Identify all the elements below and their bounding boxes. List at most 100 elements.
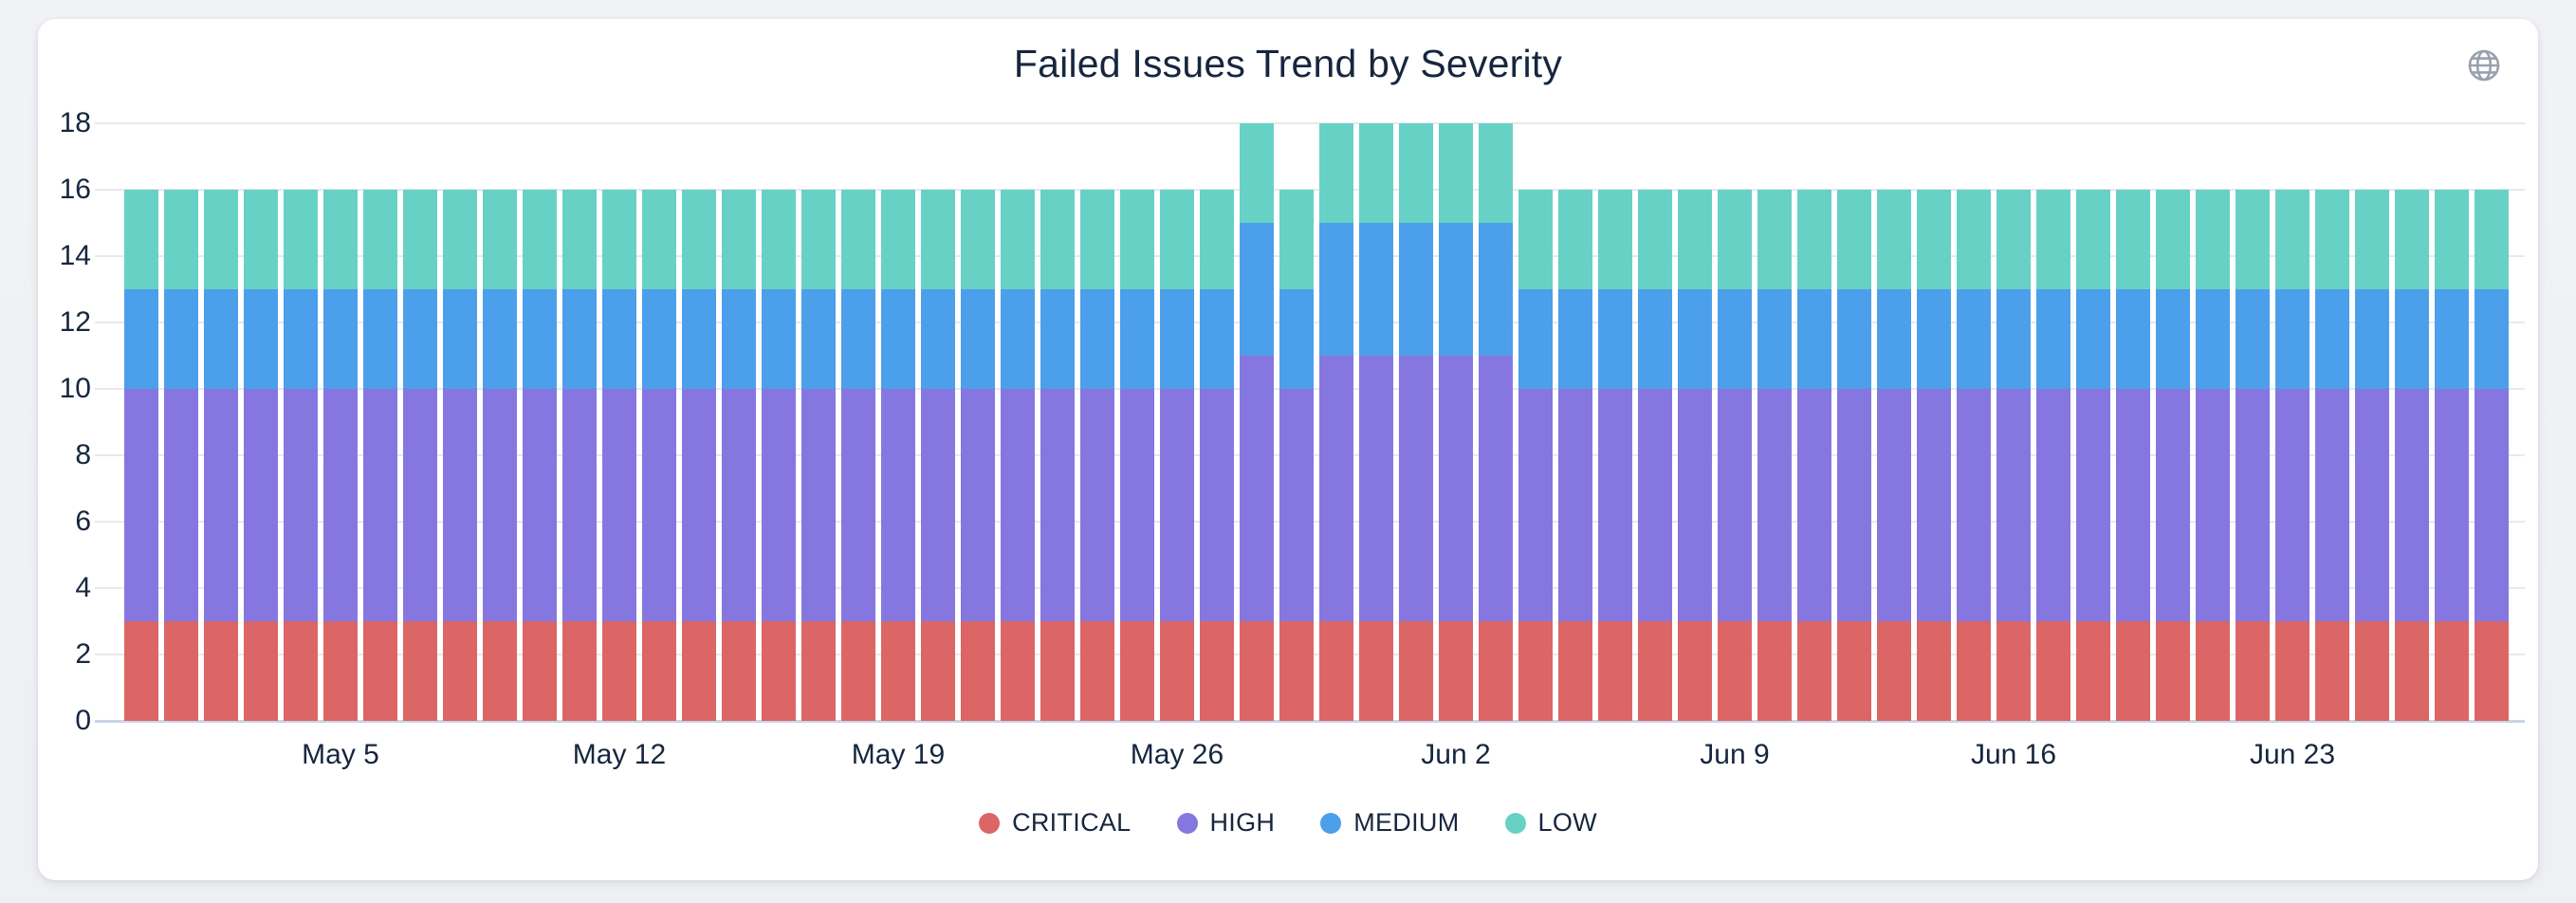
bar-segment-high[interactable]	[203, 389, 239, 621]
bar-segment-low[interactable]	[362, 190, 398, 289]
bar-segment-critical[interactable]	[1557, 621, 1593, 721]
bar-segment-critical[interactable]	[1239, 621, 1275, 721]
bar-segment-high[interactable]	[1717, 389, 1753, 621]
bar-segment-critical[interactable]	[2035, 621, 2071, 721]
bar-segment-high[interactable]	[402, 389, 438, 621]
bar-segment-low[interactable]	[1518, 190, 1554, 289]
bar-segment-medium[interactable]	[1996, 289, 2032, 389]
bar[interactable]	[1119, 190, 1155, 721]
bar-segment-medium[interactable]	[840, 289, 876, 389]
bar-segment-low[interactable]	[1079, 190, 1115, 289]
bar[interactable]	[1000, 190, 1036, 721]
bar-segment-high[interactable]	[2394, 389, 2430, 621]
bar-segment-high[interactable]	[322, 389, 359, 621]
bar-segment-low[interactable]	[1557, 190, 1593, 289]
bar-segment-medium[interactable]	[1836, 289, 1872, 389]
bar-segment-high[interactable]	[283, 389, 319, 621]
bar-segment-critical[interactable]	[1398, 621, 1434, 721]
bar-segment-critical[interactable]	[1199, 621, 1235, 721]
bar-segment-low[interactable]	[1398, 123, 1434, 223]
bar[interactable]	[322, 190, 359, 721]
bar-segment-high[interactable]	[960, 389, 996, 621]
bar-segment-low[interactable]	[1478, 123, 1514, 223]
bar-segment-medium[interactable]	[1557, 289, 1593, 389]
bar[interactable]	[1796, 190, 1832, 721]
bar-segment-critical[interactable]	[2314, 621, 2350, 721]
bar-segment-high[interactable]	[2274, 389, 2310, 621]
bar-segment-medium[interactable]	[2035, 289, 2071, 389]
bar-segment-critical[interactable]	[681, 621, 717, 721]
bar-segment-high[interactable]	[1637, 389, 1673, 621]
bar-segment-critical[interactable]	[442, 621, 478, 721]
bar-segment-low[interactable]	[2434, 190, 2470, 289]
bar[interactable]	[840, 190, 876, 721]
bar-segment-low[interactable]	[1358, 123, 1394, 223]
bar-segment-medium[interactable]	[1119, 289, 1155, 389]
bar[interactable]	[1040, 190, 1076, 721]
bar-segment-medium[interactable]	[800, 289, 837, 389]
bar-segment-high[interactable]	[601, 389, 637, 621]
bar-segment-low[interactable]	[800, 190, 837, 289]
bar-segment-high[interactable]	[1597, 389, 1633, 621]
bar-segment-medium[interactable]	[761, 289, 797, 389]
bar-segment-high[interactable]	[163, 389, 199, 621]
bar[interactable]	[800, 190, 837, 721]
bar-segment-low[interactable]	[761, 190, 797, 289]
bar-segment-low[interactable]	[840, 190, 876, 289]
bar-segment-low[interactable]	[2274, 190, 2310, 289]
bar[interactable]	[2195, 190, 2231, 721]
bar[interactable]	[681, 190, 717, 721]
bar-segment-low[interactable]	[2115, 190, 2151, 289]
bar-segment-critical[interactable]	[1956, 621, 1992, 721]
bar-segment-critical[interactable]	[641, 621, 677, 721]
bar-segment-medium[interactable]	[1159, 289, 1195, 389]
bar-segment-high[interactable]	[1677, 389, 1713, 621]
bar[interactable]	[1279, 190, 1315, 721]
bar-segment-high[interactable]	[1796, 389, 1832, 621]
bar-segment-medium[interactable]	[681, 289, 717, 389]
bar-segment-high[interactable]	[1079, 389, 1115, 621]
bar-segment-critical[interactable]	[402, 621, 438, 721]
bar[interactable]	[442, 190, 478, 721]
bar-segment-low[interactable]	[442, 190, 478, 289]
bar[interactable]	[761, 190, 797, 721]
bar-segment-critical[interactable]	[2195, 621, 2231, 721]
bar-segment-critical[interactable]	[362, 621, 398, 721]
bar-segment-low[interactable]	[2155, 190, 2191, 289]
bar-segment-low[interactable]	[402, 190, 438, 289]
bar-segment-low[interactable]	[561, 190, 598, 289]
bar-segment-critical[interactable]	[2115, 621, 2151, 721]
bar-segment-critical[interactable]	[1916, 621, 1952, 721]
bar-segment-low[interactable]	[1279, 190, 1315, 289]
bar-segment-medium[interactable]	[1239, 223, 1275, 356]
bar-segment-critical[interactable]	[522, 621, 558, 721]
bar-segment-medium[interactable]	[1040, 289, 1076, 389]
bar-segment-critical[interactable]	[1717, 621, 1753, 721]
bar[interactable]	[1916, 190, 1952, 721]
bar-segment-high[interactable]	[1478, 356, 1514, 621]
bar-segment-medium[interactable]	[1358, 223, 1394, 356]
bar-segment-high[interactable]	[880, 389, 916, 621]
bar-segment-critical[interactable]	[2434, 621, 2470, 721]
bar-segment-critical[interactable]	[721, 621, 757, 721]
bar-segment-high[interactable]	[1119, 389, 1155, 621]
bar-segment-critical[interactable]	[880, 621, 916, 721]
bar-segment-high[interactable]	[1318, 356, 1354, 621]
bar-segment-high[interactable]	[761, 389, 797, 621]
bar-segment-low[interactable]	[203, 190, 239, 289]
bar[interactable]	[1438, 123, 1474, 721]
bar[interactable]	[1079, 190, 1115, 721]
bar-segment-low[interactable]	[2035, 190, 2071, 289]
bar-segment-critical[interactable]	[243, 621, 279, 721]
bar-segment-critical[interactable]	[1279, 621, 1315, 721]
bar-segment-medium[interactable]	[243, 289, 279, 389]
bar-segment-high[interactable]	[1916, 389, 1952, 621]
bar-segment-low[interactable]	[283, 190, 319, 289]
bar-segment-high[interactable]	[1358, 356, 1394, 621]
bar-segment-low[interactable]	[1996, 190, 2032, 289]
bar[interactable]	[1956, 190, 1992, 721]
bar[interactable]	[1518, 190, 1554, 721]
legend-item-critical[interactable]: CRITICAL	[979, 808, 1131, 838]
bar-segment-critical[interactable]	[1677, 621, 1713, 721]
bar[interactable]	[1836, 190, 1872, 721]
